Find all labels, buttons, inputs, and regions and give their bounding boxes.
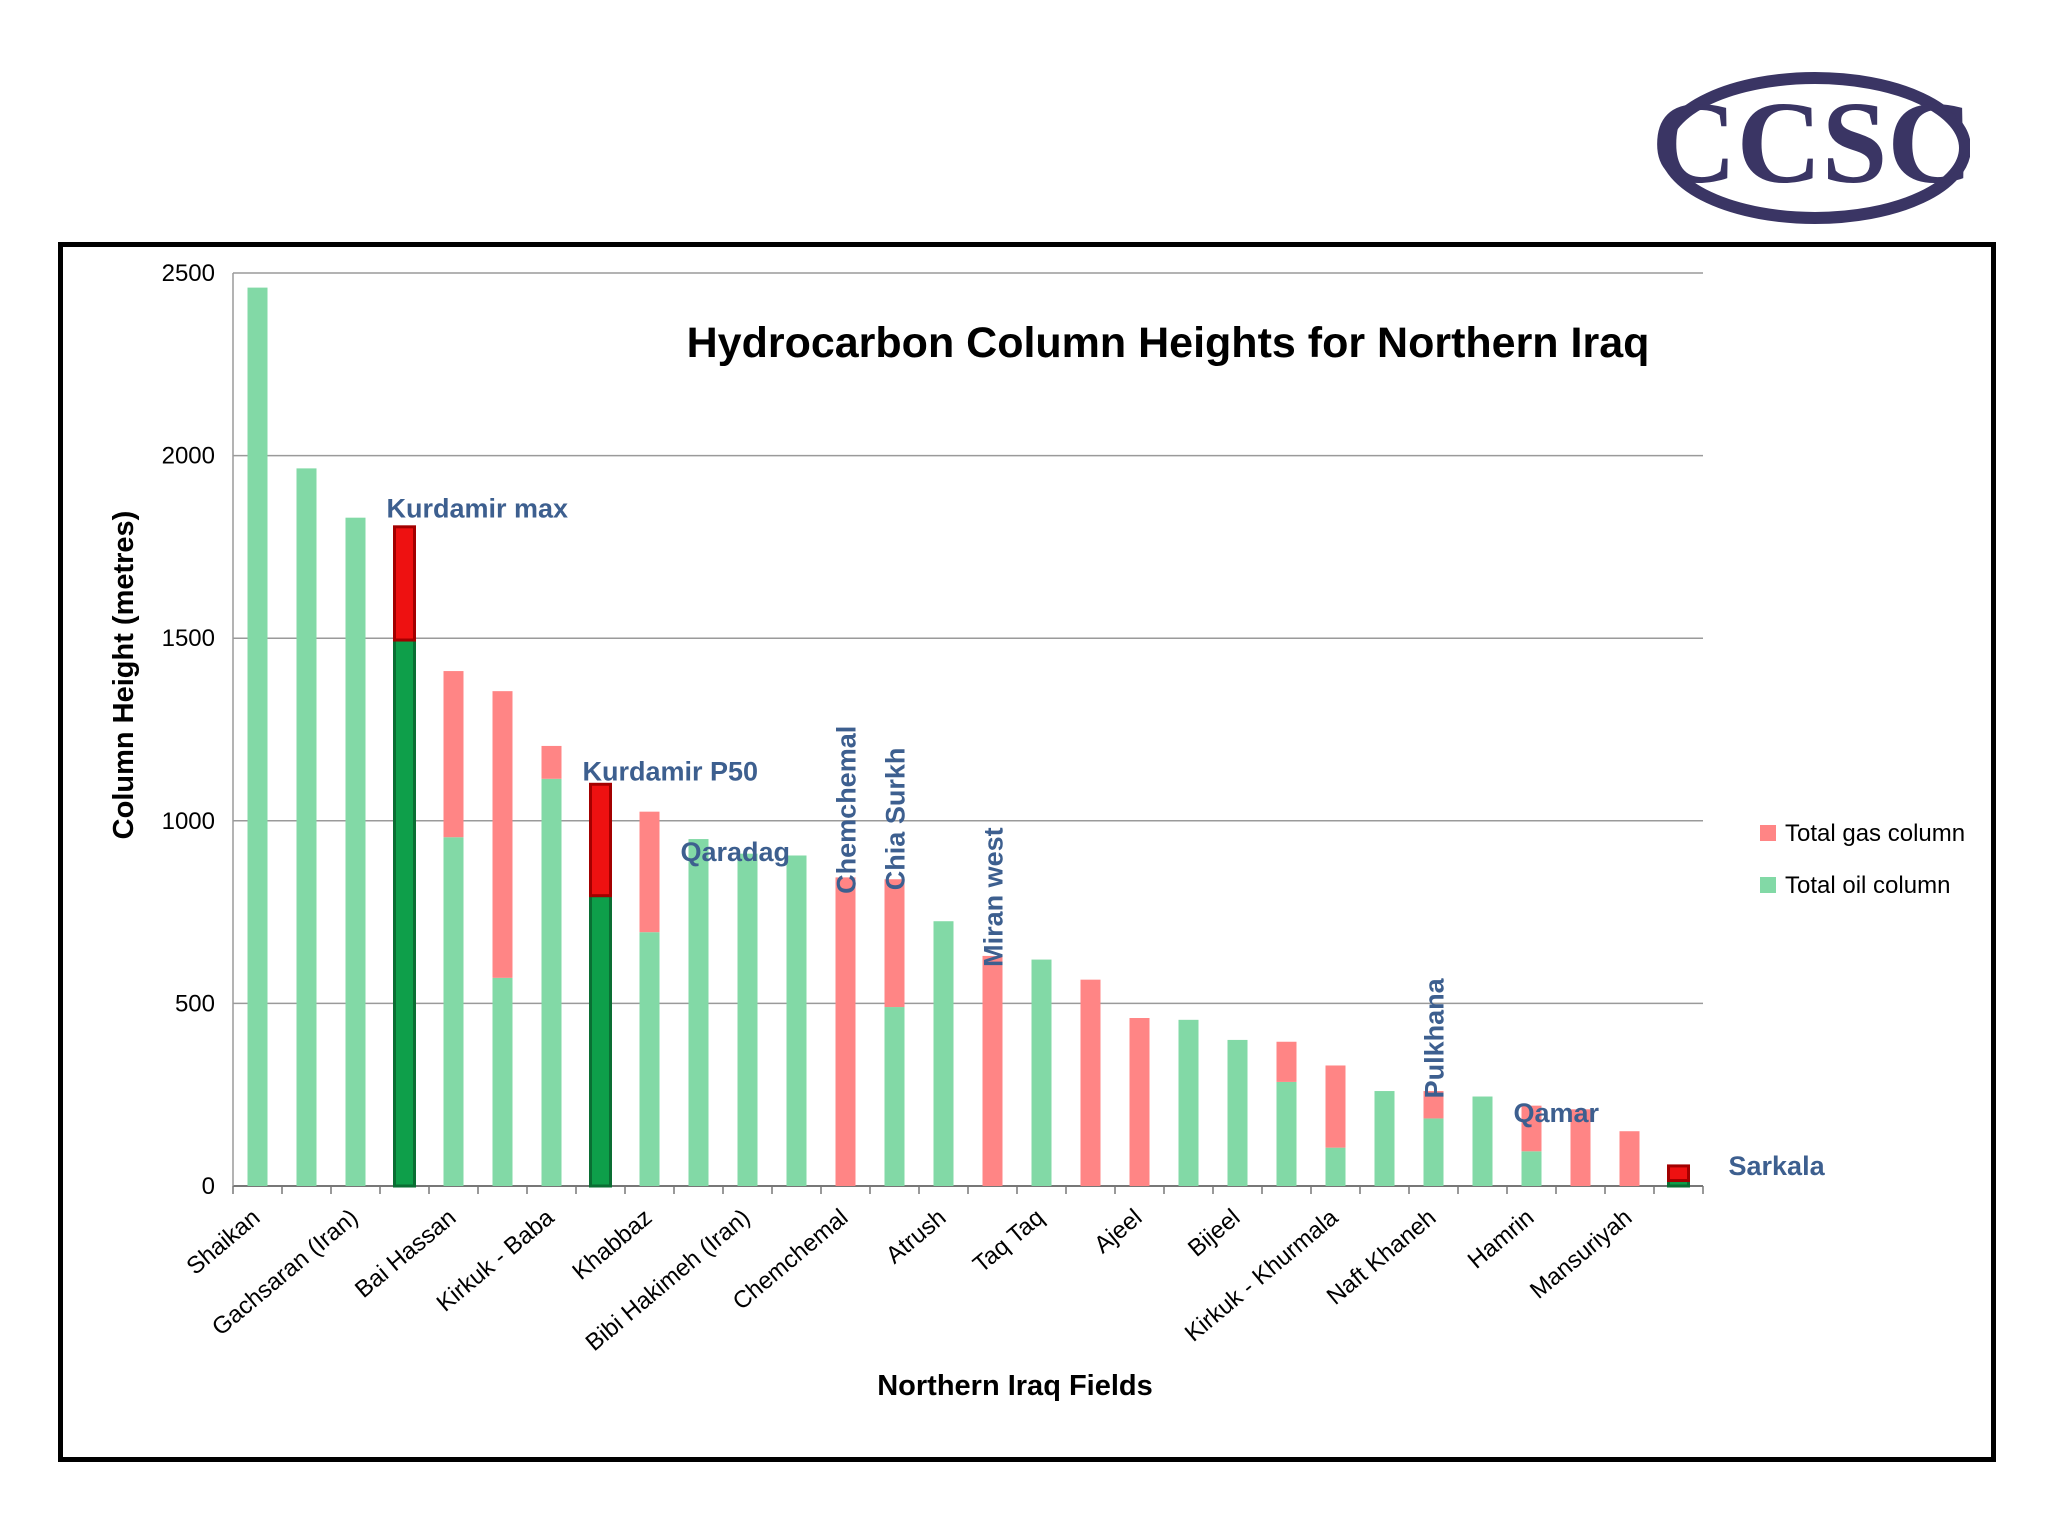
annotations: Kurdamir max Kurdamir P50 Qaradag Chemchema… (387, 494, 1826, 1181)
bar-oil (1472, 1096, 1493, 1186)
x-tick-label: Atrush (881, 1204, 951, 1269)
bar-oil (1374, 1091, 1395, 1186)
logo-swoosh (1659, 72, 1970, 224)
bar-gas (589, 782, 612, 898)
ccsc-logo: CCSC (1651, 72, 1970, 224)
bar-oil (1178, 1019, 1199, 1186)
bar-gas (1619, 1131, 1640, 1186)
x-tick-label: Khabbaz (567, 1204, 657, 1286)
bar-oil (247, 287, 268, 1186)
bar-oil (933, 921, 954, 1186)
bar-gas (1080, 979, 1101, 1186)
bar-gas (1129, 1018, 1150, 1186)
y-tick-label: 500 (175, 990, 215, 1017)
y-tick-label: 1500 (162, 625, 215, 652)
x-tick-label: Bijeel (1183, 1204, 1245, 1262)
annotation-label: Chemchemal (832, 726, 862, 894)
bar-gas (1521, 1105, 1542, 1152)
bar-oil (737, 853, 758, 1186)
y-tick-label: 1000 (162, 808, 215, 835)
bar-oil (1276, 1081, 1297, 1186)
annotation-label: Miran west (979, 827, 1009, 967)
annotation-label: Kurdamir max (387, 494, 569, 524)
x-tick-label: Mansuriyah (1525, 1204, 1637, 1304)
bar-gas (1325, 1065, 1346, 1148)
x-tick-label: Naft Khaneh (1322, 1204, 1442, 1310)
y-tick-label: 2000 (162, 443, 215, 470)
bar-gas (393, 525, 416, 642)
bar-oil (884, 1007, 905, 1186)
y-tick-labels: 0 500 1000 1500 2000 2500 (162, 260, 215, 1200)
bar-oil (1227, 1039, 1248, 1186)
x-tick-label: Taq Taq (968, 1204, 1049, 1278)
bar-gas (1423, 1091, 1444, 1119)
x-tick-label: Shaikan (182, 1204, 266, 1280)
chart-title: Hydrocarbon Column Heights for Northern … (687, 319, 1650, 367)
x-tick-label: Hamrin (1463, 1204, 1540, 1274)
bar-gas (492, 691, 513, 978)
x-tick-label: Bibi Hakimeh (Iran) (581, 1204, 756, 1357)
legend-swatch-oil (1760, 877, 1776, 893)
bar-oil (296, 468, 317, 1186)
gridlines (232, 272, 1704, 1194)
annotation-label: Sarkala (1729, 1151, 1826, 1181)
bar-gas (639, 811, 660, 933)
bar-oil (443, 837, 464, 1186)
bar-gas (884, 879, 905, 1008)
annotation-label: Chia Surkh (881, 748, 911, 891)
bar-oil (639, 932, 660, 1186)
bar-oil (1423, 1118, 1444, 1186)
annotation-label: Pulkhana (1420, 977, 1450, 1098)
annotation-label: Qamar (1514, 1098, 1600, 1128)
y-tick-label: 0 (202, 1173, 215, 1200)
logo-text: CCSC (1651, 77, 1970, 208)
bar-gas (982, 955, 1003, 1186)
annotation-label: Kurdamir P50 (583, 757, 759, 787)
bar-oil (1521, 1151, 1542, 1186)
bar-oil (541, 778, 562, 1186)
bar-oil (589, 894, 612, 1188)
bar-gas (443, 671, 464, 838)
bar-oil (1031, 959, 1052, 1186)
y-axis-label: Column Height (metres) (108, 511, 140, 840)
legend: Total gas column Total oil column (1760, 820, 1965, 899)
bar-oil (492, 977, 513, 1186)
bar-gas (1276, 1041, 1297, 1082)
bar-oil (786, 855, 807, 1186)
legend-label-gas: Total gas column (1785, 820, 1965, 847)
chart-frame: 0 500 1000 1500 2000 2500 Shaikan Gachsaran (I… (58, 242, 1996, 1462)
legend-swatch-gas (1760, 825, 1776, 841)
bars (247, 287, 1690, 1188)
bar-gas (541, 745, 562, 779)
bar-gas (1667, 1164, 1690, 1183)
bar-gas (1570, 1109, 1591, 1186)
x-tick-label: Ajeel (1089, 1204, 1147, 1259)
bar-oil (393, 638, 416, 1188)
annotation-label: Qaradag (681, 837, 791, 867)
bar-oil (688, 839, 709, 1186)
bar-gas (835, 877, 856, 1186)
x-axis-label: Northern Iraq Fields (877, 1370, 1153, 1402)
bar-oil (345, 517, 366, 1186)
y-tick-label: 2500 (162, 260, 215, 287)
legend-label-oil: Total oil column (1785, 872, 1950, 899)
bar-oil (1325, 1147, 1346, 1186)
